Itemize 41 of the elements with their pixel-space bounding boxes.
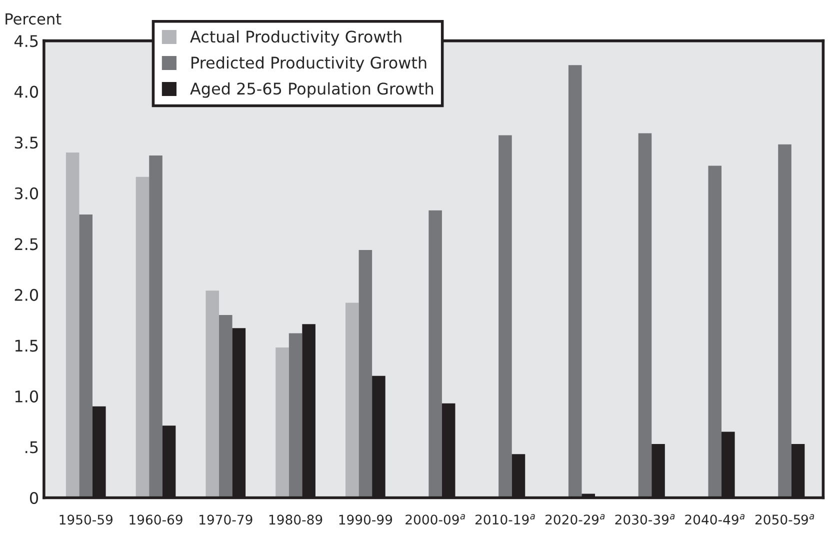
- bar: [498, 135, 512, 498]
- x-tick-label: 2010-19$^{a}$: [475, 514, 535, 525]
- bar: [149, 156, 162, 498]
- bar: [638, 133, 652, 498]
- x-tick-label: 1990-99: [339, 514, 392, 525]
- y-tick-label: 4.0: [14, 86, 38, 98]
- bar: [219, 314, 232, 498]
- bar: [568, 65, 582, 498]
- y-tick-label: 0: [30, 492, 38, 504]
- bar: [778, 144, 792, 498]
- legend-label: Actual Productivity Growth: [190, 30, 402, 46]
- bar: [358, 250, 372, 498]
- bar: [428, 210, 442, 498]
- x-tick-label: 1980-89: [269, 514, 322, 525]
- bar: [288, 333, 302, 498]
- x-tick-label: 2000-09$^{a}$: [406, 514, 465, 525]
- y-tick-label: 3.5: [14, 136, 38, 149]
- y-tick-label: .5: [26, 441, 38, 454]
- bar: [79, 214, 93, 498]
- bar: [66, 152, 80, 498]
- bar: [206, 290, 220, 498]
- bar: [276, 347, 289, 498]
- legend-label: Aged 25-65 Population Growth: [190, 82, 433, 98]
- x-tick-label: 1950-59: [60, 514, 113, 525]
- y-tick-label: 4.5: [14, 35, 38, 48]
- legend-label: Predicted Productivity Growth: [192, 56, 426, 72]
- y-tick-label: 1.5: [15, 340, 38, 352]
- x-tick-label: 2050-59$^{a}$: [755, 514, 814, 525]
- y-tick-label: 3.0: [14, 187, 38, 200]
- bar: [136, 176, 150, 498]
- x-tick-label: 2020-29$^{a}$: [546, 514, 605, 525]
- bar: [346, 302, 359, 498]
- x-tick-label: 2030-39$^{a}$: [615, 514, 675, 525]
- y-axis-title: Percent: [6, 13, 62, 25]
- x-tick-label: 1970-79: [200, 514, 252, 525]
- y-tick-label: 2.0: [14, 288, 38, 301]
- y-tick-label: 1.0: [15, 390, 38, 403]
- bar: [708, 166, 722, 498]
- y-tick-label: 2.5: [14, 238, 38, 250]
- x-tick-label: 1960-69: [130, 514, 182, 525]
- x-tick-label: 2040-49$^{a}$: [685, 514, 744, 525]
